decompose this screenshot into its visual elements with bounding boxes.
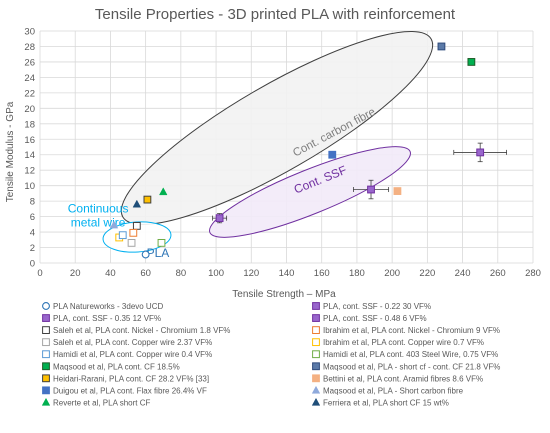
data-point — [129, 228, 138, 237]
carbon-fibre-ellipse — [120, 31, 434, 225]
legend-label: Maqsood et al, PLA - Short carbon fibre — [323, 386, 464, 395]
legend-label: Hamidi et al, PLA cont. 403 Steel Wire, … — [323, 350, 498, 359]
y-tick-label: 0 — [30, 259, 35, 270]
data-point — [328, 150, 337, 159]
legend-marker — [42, 362, 50, 371]
data-point — [467, 58, 476, 66]
data-point — [118, 231, 127, 240]
y-tick-label: 6 — [30, 212, 35, 223]
legend-marker — [42, 374, 50, 383]
x-tick-label: 180 — [349, 268, 365, 279]
data-point — [393, 187, 402, 195]
chart-title: Tensile Properties - 3D printed PLA with… — [95, 6, 456, 23]
y-tick-label: 2 — [30, 243, 35, 254]
legend-marker — [42, 350, 50, 359]
x-tick-label: 0 — [37, 268, 42, 279]
legend-marker — [42, 302, 50, 310]
legend-marker — [42, 386, 50, 395]
data-point — [159, 187, 168, 196]
y-tick-label: 14 — [24, 150, 35, 161]
data-point — [143, 195, 152, 204]
legend-label: Ibrahim et al, PLA cont. Copper wire 0.7… — [323, 338, 484, 347]
chart-annotation: PLA — [147, 246, 170, 260]
legend-marker — [312, 350, 320, 359]
data-points — [109, 42, 507, 259]
data-point — [109, 220, 119, 229]
y-tick-label: 20 — [24, 104, 35, 115]
data-point — [127, 238, 136, 247]
y-tick-label: 22 — [24, 88, 35, 99]
y-tick-label: 12 — [24, 166, 35, 177]
y-tick-label: 24 — [24, 73, 35, 84]
x-tick-label: 280 — [525, 268, 541, 279]
legend-marker — [42, 314, 50, 322]
y-axis-title: Tensile Modulus - GPa — [5, 101, 16, 202]
legend-label: PLA, cont. SSF - 0.48 6 VF% — [323, 314, 427, 323]
legend-marker — [312, 362, 320, 371]
x-tick-label: 100 — [208, 268, 224, 279]
data-point — [132, 199, 142, 208]
y-tick-label: 4 — [30, 228, 35, 239]
x-tick-label: 260 — [490, 268, 506, 279]
legend-label: Saleh et al, PLA cont. Copper wire 2.37 … — [53, 338, 212, 347]
legend-label: Maqsood et al, PLA - short cf - cont. CF… — [323, 362, 500, 371]
data-point — [215, 214, 224, 223]
data-point — [476, 148, 485, 157]
x-tick-label: 80 — [176, 268, 187, 279]
legend-marker — [311, 397, 321, 406]
ssf-ellipse — [209, 146, 411, 238]
legend-label: Reverte et al, PLA short CF — [53, 398, 150, 407]
chart-annotation: Continuous — [68, 202, 129, 216]
x-tick-label: 120 — [243, 268, 259, 279]
legend: PLA Natureworks - 3devo UCD PLA, cont. SS… — [41, 302, 500, 407]
legend-marker — [41, 397, 51, 406]
y-tick-label: 8 — [30, 197, 35, 208]
legend-marker — [42, 338, 50, 347]
data-point — [437, 42, 446, 51]
legend-label: Saleh et al, PLA cont. Nickel - Chromium… — [53, 326, 230, 335]
legend-marker — [311, 385, 321, 394]
legend-label: Bettini et al, PLA cont. Aramid fibres 8… — [323, 374, 483, 383]
x-tick-label: 40 — [105, 268, 116, 279]
data-point — [132, 221, 141, 230]
legend-label: Hamidi et al, PLA cont. Copper wire 0.4 … — [53, 350, 212, 359]
y-tick-label: 18 — [24, 119, 35, 130]
legend-label: Maqsood et al, PLA cont. CF 18.5% — [53, 362, 180, 371]
legend-label: Ibrahim et al, PLA cont. Nickel - Chromi… — [323, 326, 500, 335]
data-point — [367, 185, 375, 194]
x-tick-label: 60 — [140, 268, 151, 279]
legend-marker — [42, 326, 50, 335]
y-tick-label: 30 — [24, 27, 35, 38]
legend-label: PLA, cont. SSF - 0.22 30 VF% — [323, 302, 431, 311]
y-tick-label: 28 — [24, 42, 35, 53]
x-tick-label: 20 — [70, 268, 81, 279]
legend-label: PLA, cont. SSF - 0.35 12 VF% — [53, 314, 161, 323]
x-tick-label: 220 — [419, 268, 435, 279]
y-tick-label: 10 — [24, 181, 35, 192]
x-axis-title: Tensile Strength – MPa — [232, 289, 336, 300]
x-tick-label: 160 — [314, 268, 330, 279]
x-tick-label: 200 — [384, 268, 400, 279]
legend-label: Ferriera et al, PLA short CF 15 wt% — [323, 398, 449, 407]
y-tick-label: 26 — [24, 57, 35, 68]
legend-marker — [312, 314, 320, 322]
data-point — [157, 238, 166, 247]
x-tick-label: 240 — [455, 268, 471, 279]
legend-label: PLA Natureworks - 3devo UCD — [53, 302, 163, 311]
data-point — [141, 250, 150, 259]
x-tick-label: 140 — [279, 268, 295, 279]
region-ellipses — [102, 31, 434, 253]
legend-label: Heidari-Rarani, PLA cont. CF 28.2 VF% [3… — [53, 374, 209, 383]
legend-marker — [312, 374, 320, 383]
legend-marker — [312, 338, 320, 347]
y-tick-label: 16 — [24, 135, 35, 146]
legend-marker — [312, 326, 320, 335]
legend-label: Duigou et al, PLA cont. Flax fibre 26.4%… — [53, 386, 207, 395]
legend-marker — [312, 302, 320, 310]
